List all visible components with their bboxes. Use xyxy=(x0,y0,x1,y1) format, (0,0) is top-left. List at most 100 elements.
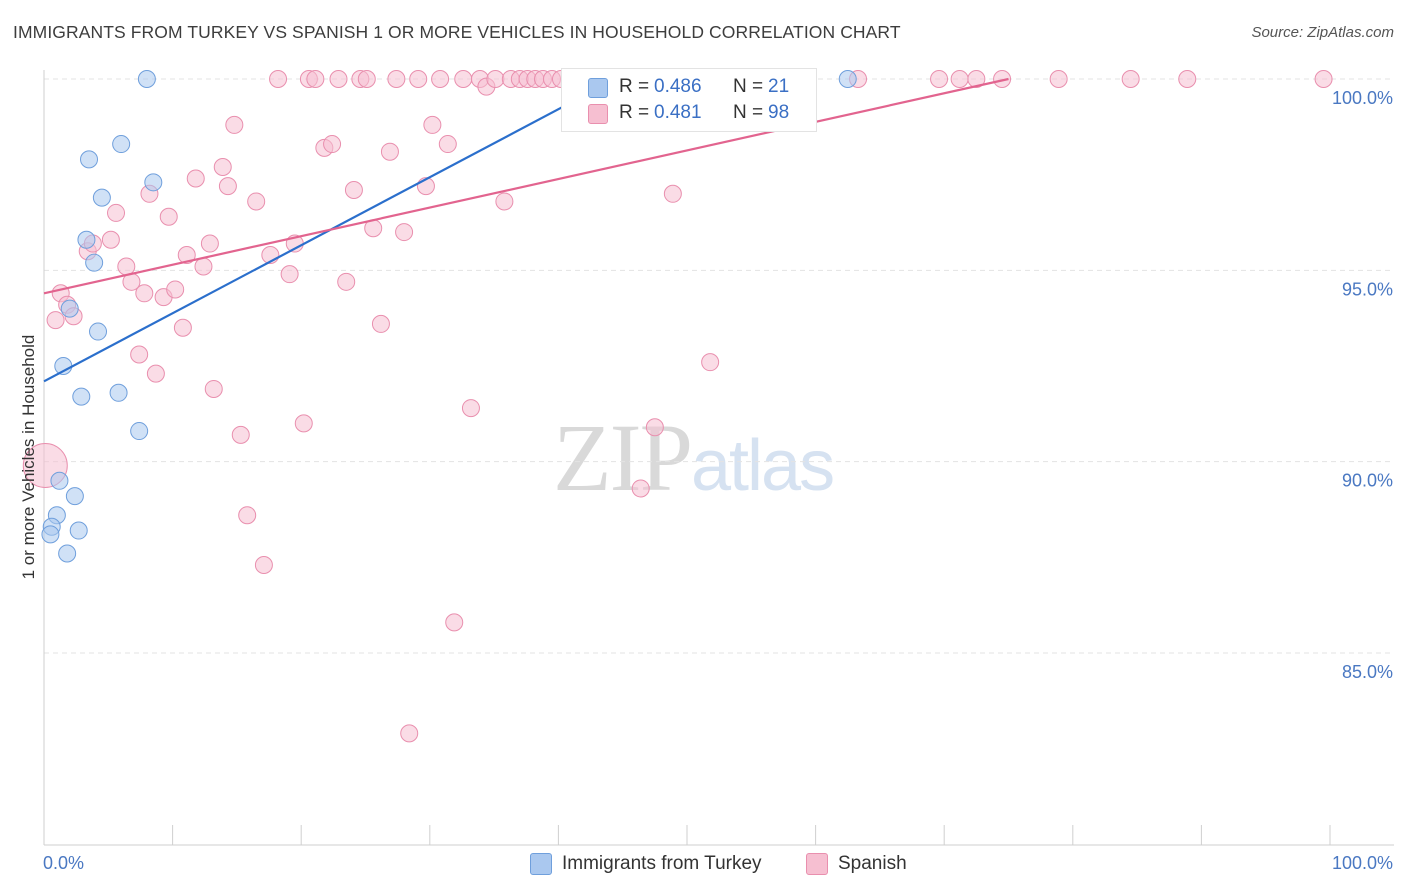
point-spanish xyxy=(645,418,664,437)
point-turkey xyxy=(130,422,149,441)
y-axis-title: 1 or more Vehicles in Household xyxy=(19,335,38,580)
point-spanish xyxy=(663,184,682,203)
point-spanish xyxy=(204,379,223,398)
point-turkey xyxy=(112,135,131,154)
point-spanish xyxy=(225,115,244,134)
point-spanish xyxy=(1121,70,1140,88)
source-credit: Source: ZipAtlas.com xyxy=(1251,24,1394,41)
y-tick-label: 90.0% xyxy=(1342,471,1393,491)
point-turkey xyxy=(838,70,857,88)
point-turkey xyxy=(144,173,163,192)
point-turkey xyxy=(109,383,128,402)
point-turkey xyxy=(80,150,99,169)
point-spanish xyxy=(269,70,288,88)
point-spanish xyxy=(101,230,120,249)
point-spanish xyxy=(357,70,376,88)
legend-swatch-turkey xyxy=(588,78,608,98)
grid-layer xyxy=(44,78,1394,654)
stats-legend: R = 0.486 N = 21 R = 0.481 N = 98 xyxy=(561,68,817,132)
point-spanish xyxy=(1178,70,1197,88)
bottom-legend-swatch-turkey xyxy=(530,853,552,875)
label-layer: 85.0% 90.0% 95.0% 100.0% 0.0% 100.0% 1 or more… xyxy=(19,88,1393,873)
point-spanish xyxy=(107,203,126,222)
point-spanish xyxy=(306,70,325,88)
point-spanish xyxy=(135,284,154,303)
point-spanish xyxy=(218,177,237,196)
point-spanish xyxy=(46,311,65,330)
x-tick-label: 100.0% xyxy=(1332,853,1393,873)
point-spanish xyxy=(400,724,419,743)
chart-title: IMMIGRANTS FROM TURKEY VS SPANISH 1 OR M… xyxy=(13,22,901,42)
trendline-spanish xyxy=(43,77,1009,295)
legend-r-label: R = xyxy=(619,76,650,97)
point-turkey xyxy=(85,253,104,272)
point-turkey xyxy=(65,487,84,506)
axis-layer xyxy=(43,70,1394,846)
point-spanish xyxy=(454,70,473,88)
point-spanish xyxy=(231,425,250,444)
point-spanish xyxy=(130,345,149,364)
point-spanish xyxy=(213,158,232,177)
point-spanish xyxy=(159,207,178,226)
point-spanish xyxy=(445,613,464,632)
y-tick-label: 85.0% xyxy=(1342,662,1393,682)
point-spanish xyxy=(380,142,399,161)
legend-swatch-spanish xyxy=(588,104,608,124)
legend-n-value-turkey: 21 xyxy=(768,76,790,97)
watermark-atlas: atlas xyxy=(691,426,835,506)
point-turkey xyxy=(41,525,60,544)
point-spanish xyxy=(294,414,313,433)
point-spanish xyxy=(146,364,165,383)
point-turkey xyxy=(69,521,88,540)
point-turkey xyxy=(72,387,91,406)
point-spanish xyxy=(117,257,136,276)
legend-n-label: N = xyxy=(733,76,764,97)
point-spanish xyxy=(495,192,514,211)
point-spanish xyxy=(387,70,406,88)
point-spanish xyxy=(701,353,720,372)
point-spanish xyxy=(423,115,442,134)
bottom-legend-swatch-spanish xyxy=(806,853,828,875)
point-spanish xyxy=(967,70,986,88)
point-spanish xyxy=(200,234,219,253)
point-spanish xyxy=(344,180,363,199)
legend-r-value-spanish: 0.481 xyxy=(654,102,702,123)
watermark: ZIPatlas xyxy=(553,402,835,513)
point-turkey xyxy=(50,471,69,490)
point-turkey xyxy=(58,544,77,563)
y-tick-label: 100.0% xyxy=(1332,88,1393,108)
point-spanish xyxy=(280,265,299,284)
point-spanish xyxy=(409,70,428,88)
point-turkey xyxy=(92,188,111,207)
point-spanish xyxy=(194,257,213,276)
point-turkey xyxy=(137,70,156,88)
point-spanish xyxy=(337,272,356,291)
point-turkey xyxy=(89,322,108,341)
point-spanish xyxy=(461,399,480,418)
point-spanish xyxy=(238,506,257,525)
point-turkey xyxy=(77,230,96,249)
point-spanish xyxy=(930,70,949,88)
watermark-zip: ZIP xyxy=(553,404,693,511)
point-spanish xyxy=(950,70,969,88)
point-spanish xyxy=(438,135,457,154)
point-spanish xyxy=(371,314,390,333)
point-spanish xyxy=(177,246,196,265)
x-tick-label: 0.0% xyxy=(43,853,84,873)
point-spanish xyxy=(1049,70,1068,88)
legend-r-label: R = xyxy=(619,102,650,123)
point-spanish xyxy=(166,280,185,299)
point-spanish xyxy=(993,70,1012,88)
trend-layer xyxy=(43,74,1009,383)
legend-n-value-spanish: 98 xyxy=(768,102,790,123)
point-spanish xyxy=(431,70,450,88)
point-spanish xyxy=(186,169,205,188)
y-tick-label: 95.0% xyxy=(1342,279,1393,299)
point-turkey xyxy=(60,299,79,318)
point-spanish xyxy=(1314,70,1333,88)
point-spanish xyxy=(329,70,348,88)
legend-r-value-turkey: 0.486 xyxy=(654,76,702,97)
point-spanish xyxy=(631,479,650,498)
point-spanish xyxy=(247,192,266,211)
